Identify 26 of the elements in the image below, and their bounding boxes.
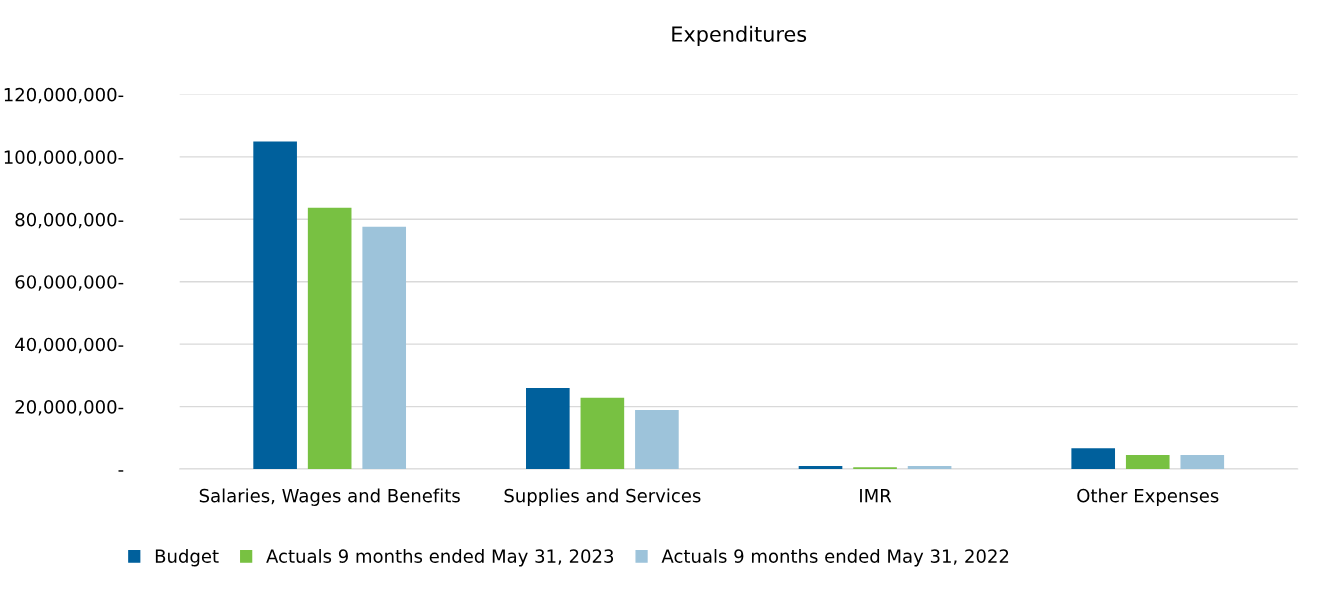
y-tick-label: -	[118, 470, 124, 472]
y-tick-label: 80,000,000-	[15, 212, 124, 229]
bar	[362, 226, 407, 470]
bar	[1180, 455, 1225, 470]
y-tick-label: 40,000,000-	[15, 337, 124, 354]
x-tick-label: IMR	[860, 489, 892, 503]
x-tick-label: Supplies and Services	[504, 488, 701, 506]
bar	[580, 397, 625, 470]
bar	[798, 465, 843, 470]
legend-label: Actuals 9 months ended May 31, 2023	[266, 548, 614, 567]
chart-title: Expenditures	[672, 25, 807, 46]
x-tick-label: Other Expenses	[1077, 488, 1219, 506]
y-tick-label: 20,000,000-	[15, 400, 124, 416]
bar	[635, 410, 679, 470]
bar	[526, 387, 570, 470]
y-tick-label: 60,000,000-	[15, 275, 124, 291]
bar	[307, 207, 352, 470]
y-tick-label: 100,000,000-	[4, 150, 124, 166]
legend-label: Actuals 9 months ended May 31, 2022	[661, 548, 1009, 567]
y-tick-label: 120,000,000-	[4, 87, 124, 104]
bar	[1125, 455, 1170, 470]
bar	[907, 465, 952, 470]
bar	[1071, 448, 1116, 470]
legend-label: Budget	[155, 548, 219, 567]
x-tick-label: Salaries, Wages and Benefits	[199, 488, 460, 506]
bar	[253, 141, 297, 470]
